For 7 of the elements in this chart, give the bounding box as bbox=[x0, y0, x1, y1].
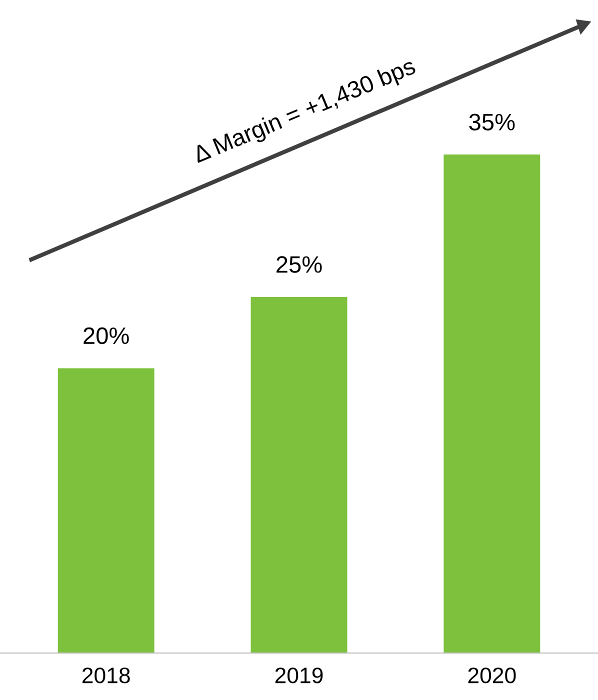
data-label: 25% bbox=[276, 256, 322, 273]
x-tick-label: 2020 bbox=[468, 668, 516, 684]
data-label: 20% bbox=[84, 327, 129, 344]
data-label: 35% bbox=[469, 114, 515, 130]
x-tick-label: 2018 bbox=[82, 668, 130, 684]
annotation: Δ Margin = +1,430 bps bbox=[192, 56, 418, 168]
x-tick-label: 2019 bbox=[275, 668, 323, 684]
